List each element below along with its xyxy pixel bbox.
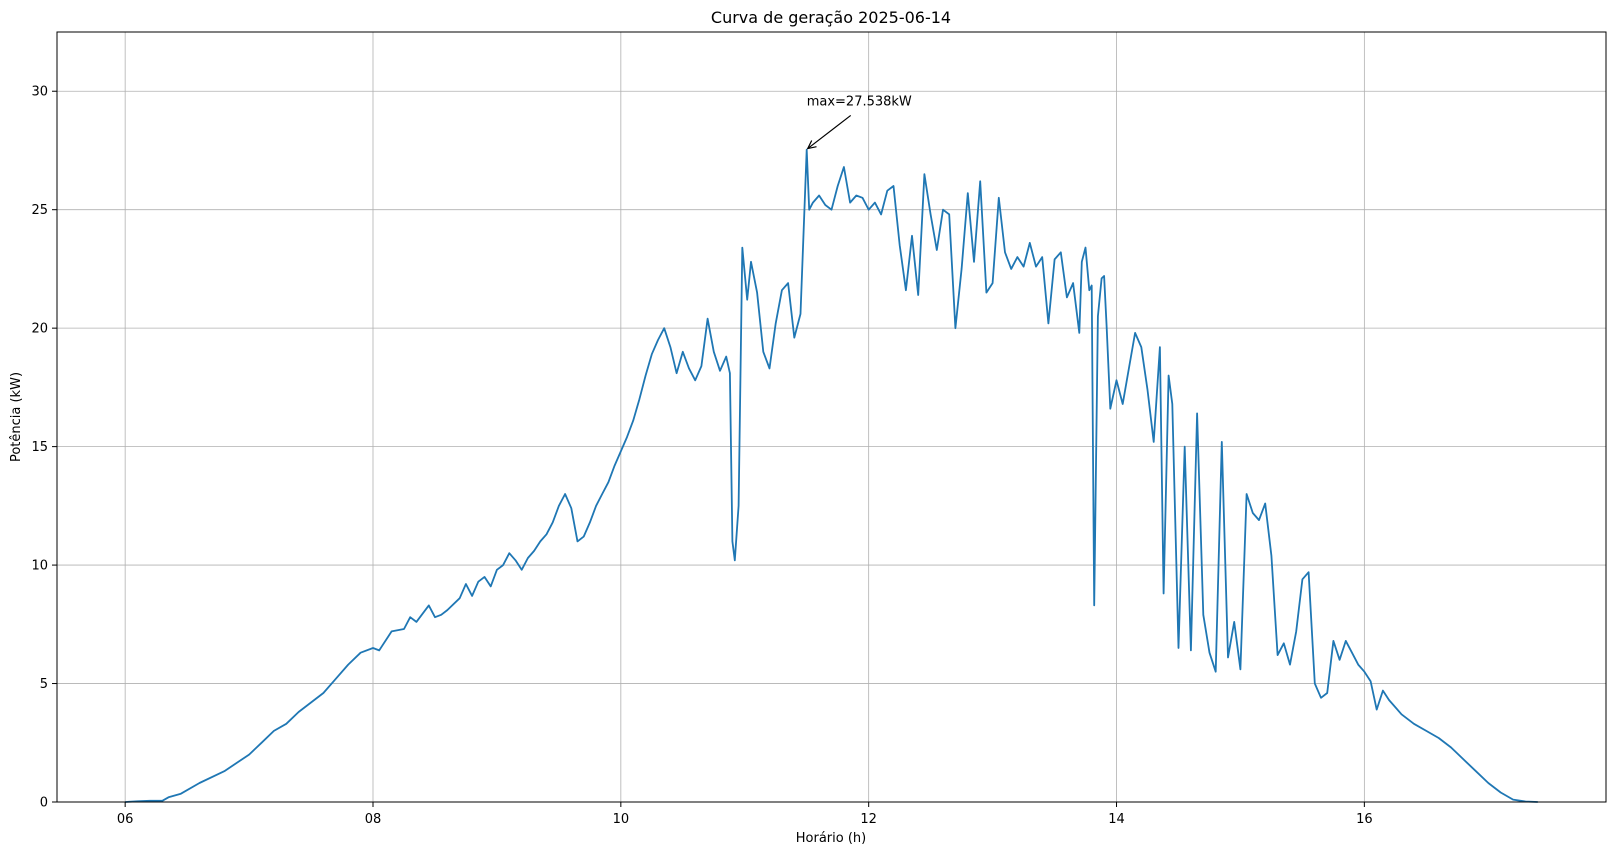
y-tick-label: 10 xyxy=(31,559,48,574)
x-tick-label: 12 xyxy=(860,812,877,827)
x-tick-label: 16 xyxy=(1356,812,1373,827)
x-tick-label: 14 xyxy=(1108,812,1125,827)
y-tick-label: 5 xyxy=(40,677,48,692)
annotation-arrow xyxy=(807,114,852,150)
plot-frame xyxy=(56,31,1607,803)
ticks: 06 08 10 12 14 16 0 5 10 15 20 25 30 xyxy=(31,85,1372,827)
x-tick-label: 06 xyxy=(117,812,134,827)
x-tick-label: 08 xyxy=(365,812,382,827)
series-line xyxy=(125,148,1538,803)
annotation-label: max=27.538kW xyxy=(807,94,912,109)
y-tick-label: 20 xyxy=(31,322,48,337)
y-tick-label: 0 xyxy=(40,796,48,811)
y-tick-label: 15 xyxy=(31,440,48,455)
y-axis-title: Potência (kW) xyxy=(9,372,24,462)
y-tick-label: 25 xyxy=(31,203,48,218)
max-annotation: max=27.538kW xyxy=(806,94,912,150)
series-layer xyxy=(125,148,1538,803)
annotation-arrowhead xyxy=(806,140,817,150)
x-axis-title: Horário (h) xyxy=(796,831,866,846)
grid-lines xyxy=(57,32,1606,803)
chart-title: Curva de geração 2025-06-14 xyxy=(711,8,951,27)
y-tick-label: 30 xyxy=(31,85,48,100)
x-tick-label: 10 xyxy=(613,812,630,827)
